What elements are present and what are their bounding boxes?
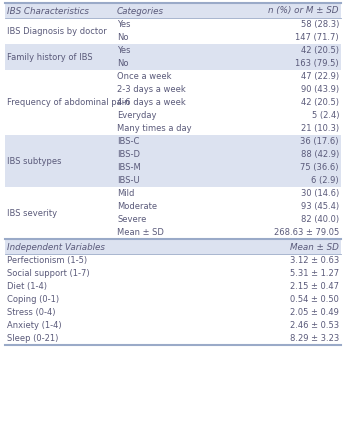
Text: 3.12 ± 0.63: 3.12 ± 0.63 <box>290 256 339 265</box>
Text: 21 (10.3): 21 (10.3) <box>301 124 339 133</box>
Text: No: No <box>117 59 128 68</box>
Text: Sleep (0-21): Sleep (0-21) <box>7 334 58 343</box>
Text: Diet (1-4): Diet (1-4) <box>7 282 47 291</box>
Text: Social support (1-7): Social support (1-7) <box>7 269 90 278</box>
Bar <box>5 70 341 135</box>
Text: Stress (0-4): Stress (0-4) <box>7 308 55 317</box>
Text: Everyday: Everyday <box>117 111 156 120</box>
Text: IBS severity: IBS severity <box>7 209 57 217</box>
Text: 88 (42.9): 88 (42.9) <box>301 150 339 159</box>
Text: 93 (45.4): 93 (45.4) <box>301 202 339 211</box>
Text: Many times a day: Many times a day <box>117 124 192 133</box>
Text: 8.29 ± 3.23: 8.29 ± 3.23 <box>290 334 339 343</box>
Text: 5.31 ± 1.27: 5.31 ± 1.27 <box>290 269 339 278</box>
Text: Coping (0-1): Coping (0-1) <box>7 295 59 304</box>
Text: Mild: Mild <box>117 189 134 198</box>
Text: 2.46 ± 0.53: 2.46 ± 0.53 <box>290 321 339 330</box>
Text: IBS-C: IBS-C <box>117 137 139 146</box>
Bar <box>5 4 341 18</box>
Text: Mean ± SD: Mean ± SD <box>117 228 164 237</box>
Text: 147 (71.7): 147 (71.7) <box>295 33 339 42</box>
Text: 2-3 days a week: 2-3 days a week <box>117 85 186 94</box>
Text: 2.05 ± 0.49: 2.05 ± 0.49 <box>290 308 339 317</box>
Text: IBS Characteristics: IBS Characteristics <box>7 7 89 15</box>
Text: 47 (22.9): 47 (22.9) <box>301 72 339 81</box>
Text: Mean ± SD: Mean ± SD <box>290 243 339 251</box>
Text: 6 (2.9): 6 (2.9) <box>311 176 339 185</box>
Bar <box>5 44 341 70</box>
Text: IBS-U: IBS-U <box>117 176 140 185</box>
Bar <box>5 187 341 239</box>
Bar <box>5 18 341 44</box>
Text: 42 (20.5): 42 (20.5) <box>301 98 339 107</box>
Text: Anxiety (1-4): Anxiety (1-4) <box>7 321 62 330</box>
Text: IBS subtypes: IBS subtypes <box>7 157 62 165</box>
Text: Family history of IBS: Family history of IBS <box>7 52 93 61</box>
Text: Once a week: Once a week <box>117 72 172 81</box>
Text: IBS-D: IBS-D <box>117 150 140 159</box>
Text: 5 (2.4): 5 (2.4) <box>311 111 339 120</box>
Text: Moderate: Moderate <box>117 202 157 211</box>
Text: 163 (79.5): 163 (79.5) <box>295 59 339 68</box>
Text: Yes: Yes <box>117 46 130 55</box>
Text: 58 (28.3): 58 (28.3) <box>301 20 339 29</box>
Text: IBS-M: IBS-M <box>117 163 141 172</box>
Text: IBS Diagnosis by doctor: IBS Diagnosis by doctor <box>7 26 107 35</box>
Text: Severe: Severe <box>117 215 146 224</box>
Text: 4-6 days a week: 4-6 days a week <box>117 98 186 107</box>
Text: Yes: Yes <box>117 20 130 29</box>
Text: 75 (36.6): 75 (36.6) <box>300 163 339 172</box>
Text: 268.63 ± 79.05: 268.63 ± 79.05 <box>274 228 339 237</box>
Bar <box>5 240 341 254</box>
Text: Perfectionism (1-5): Perfectionism (1-5) <box>7 256 87 265</box>
Text: 36 (17.6): 36 (17.6) <box>300 137 339 146</box>
Bar <box>5 135 341 187</box>
Text: Categories: Categories <box>117 7 164 15</box>
Text: 82 (40.0): 82 (40.0) <box>301 215 339 224</box>
Text: 42 (20.5): 42 (20.5) <box>301 46 339 55</box>
Text: n (%) or M ± SD: n (%) or M ± SD <box>268 7 339 15</box>
Text: Independent Variables: Independent Variables <box>7 243 105 251</box>
Text: 30 (14.6): 30 (14.6) <box>301 189 339 198</box>
Text: 0.54 ± 0.50: 0.54 ± 0.50 <box>290 295 339 304</box>
Text: 2.15 ± 0.47: 2.15 ± 0.47 <box>290 282 339 291</box>
Text: No: No <box>117 33 128 42</box>
Text: Frequency of abdominal pain: Frequency of abdominal pain <box>7 98 129 107</box>
Text: 90 (43.9): 90 (43.9) <box>301 85 339 94</box>
